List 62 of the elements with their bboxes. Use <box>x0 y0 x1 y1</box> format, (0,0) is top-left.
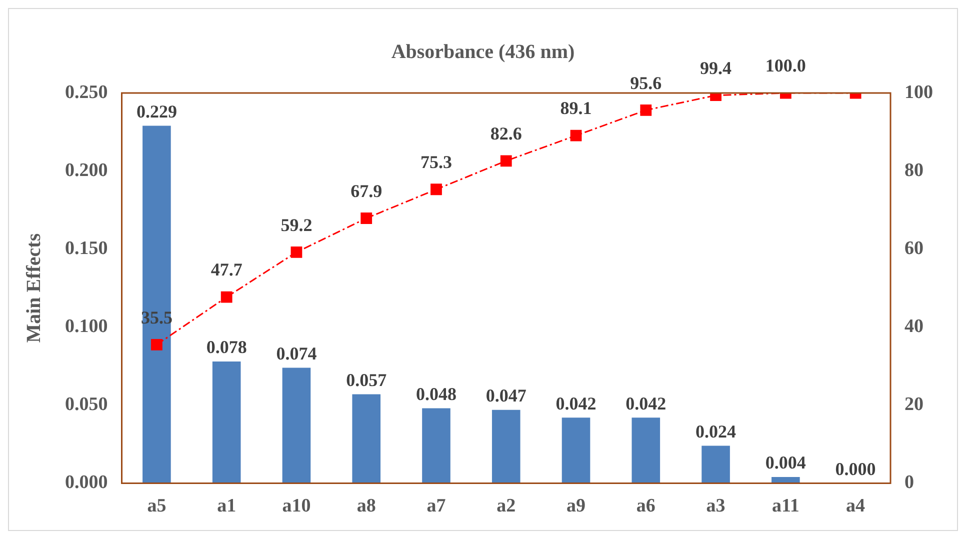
data-label: 0.047 <box>486 386 526 406</box>
data-label: 0.042 <box>556 393 596 414</box>
data-label: 89.1 <box>560 98 592 118</box>
point <box>430 184 442 196</box>
point <box>360 212 372 224</box>
data-label: 59.2 <box>280 214 312 235</box>
point <box>220 291 232 303</box>
y2-tick-label: 0 <box>904 472 914 494</box>
x-tick-label: a11 <box>772 496 800 517</box>
data-label: 75.3 <box>420 152 452 172</box>
data-label: 100.0 <box>765 56 806 76</box>
point <box>150 338 162 350</box>
data-label: 95.6 <box>630 72 662 93</box>
y-tick-label: 0.150 <box>65 238 108 259</box>
data-label: 0.048 <box>416 384 456 404</box>
bar <box>562 418 590 484</box>
chart-title: Absorbance (436 nm) <box>391 41 575 64</box>
x-tick-label: a5 <box>147 496 166 517</box>
x-tick-label: a4 <box>846 496 866 517</box>
x-tick-label: a7 <box>426 496 446 517</box>
point <box>290 246 302 258</box>
bar <box>142 126 171 484</box>
point <box>500 155 512 167</box>
x-tick-label: a2 <box>496 496 516 517</box>
y2-tick-label: 100 <box>904 82 933 103</box>
bar <box>632 418 660 484</box>
data-label: 82.6 <box>490 124 522 144</box>
point <box>570 130 582 142</box>
bar <box>282 368 311 484</box>
x-tick-label: a8 <box>356 496 376 517</box>
bar <box>212 361 241 484</box>
y-tick-label: 0.250 <box>65 82 108 103</box>
y-axis-title: Main Effects <box>23 233 46 343</box>
y2-tick-label: 40 <box>904 316 924 338</box>
y-tick-label: 0.100 <box>65 316 108 338</box>
data-label: 47.7 <box>210 260 242 280</box>
data-label: 67.9 <box>350 180 382 201</box>
y-tick-label: 0.000 <box>65 472 108 494</box>
x-tick-label: a9 <box>566 496 586 517</box>
bar <box>492 410 520 484</box>
x-tick-label: a1 <box>217 496 236 517</box>
y2-tick-label: 80 <box>904 160 924 181</box>
data-label: 0.229 <box>136 101 177 122</box>
x-tick-label: a10 <box>282 496 311 517</box>
x-tick-label: a6 <box>636 496 656 517</box>
data-label: 0.000 <box>835 458 876 479</box>
bar <box>352 394 381 484</box>
data-label: 0.074 <box>276 343 317 364</box>
data-label: 0.042 <box>626 393 666 414</box>
y2-tick-label: 60 <box>904 238 924 259</box>
data-label: 99.4 <box>700 58 732 78</box>
data-label: 0.057 <box>346 370 387 390</box>
data-label: 0.078 <box>206 337 247 358</box>
y2-tick-label: 20 <box>904 394 924 416</box>
x-tick-label: a3 <box>706 496 726 517</box>
y-tick-label: 0.200 <box>65 160 108 181</box>
data-label: 0.024 <box>696 421 736 442</box>
point <box>640 104 652 116</box>
y-tick-label: 0.050 <box>65 394 108 416</box>
bar <box>422 408 450 484</box>
data-label: 0.004 <box>765 452 806 473</box>
bar <box>702 446 730 484</box>
